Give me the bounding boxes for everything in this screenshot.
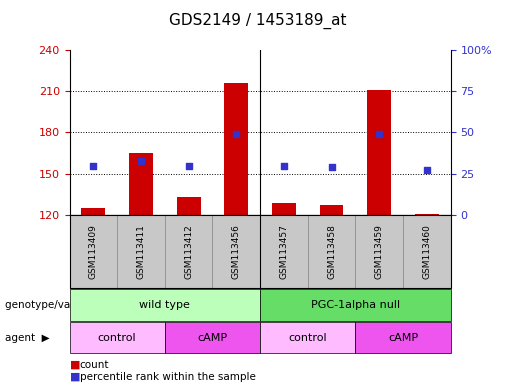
Bar bbox=[367, 90, 391, 215]
Text: ■: ■ bbox=[70, 360, 80, 370]
Text: control: control bbox=[288, 333, 327, 343]
Text: count: count bbox=[80, 360, 109, 370]
Bar bbox=[129, 153, 153, 215]
Text: GSM113411: GSM113411 bbox=[136, 224, 145, 279]
Text: control: control bbox=[98, 333, 136, 343]
Bar bbox=[225, 83, 248, 215]
Point bbox=[89, 162, 97, 169]
Bar bbox=[320, 205, 344, 215]
Text: PGC-1alpha null: PGC-1alpha null bbox=[311, 300, 400, 310]
Text: agent  ▶: agent ▶ bbox=[5, 333, 50, 343]
Point bbox=[375, 131, 383, 137]
Bar bbox=[272, 203, 296, 215]
Text: genotype/variation  ▶: genotype/variation ▶ bbox=[5, 300, 119, 310]
Text: GSM113460: GSM113460 bbox=[422, 224, 431, 279]
Text: GSM113412: GSM113412 bbox=[184, 224, 193, 279]
Text: cAMP: cAMP bbox=[388, 333, 418, 343]
Point bbox=[328, 164, 336, 170]
Text: GSM113459: GSM113459 bbox=[375, 224, 384, 279]
Point bbox=[137, 157, 145, 164]
Text: GSM113456: GSM113456 bbox=[232, 224, 241, 279]
Text: GSM113457: GSM113457 bbox=[280, 224, 288, 279]
Text: GSM113409: GSM113409 bbox=[89, 224, 98, 279]
Point bbox=[184, 162, 193, 169]
Text: GDS2149 / 1453189_at: GDS2149 / 1453189_at bbox=[169, 13, 346, 29]
Text: percentile rank within the sample: percentile rank within the sample bbox=[80, 372, 256, 382]
Point bbox=[280, 162, 288, 169]
Bar bbox=[81, 208, 105, 215]
Text: cAMP: cAMP bbox=[197, 333, 228, 343]
Bar bbox=[177, 197, 200, 215]
Text: GSM113458: GSM113458 bbox=[327, 224, 336, 279]
Bar bbox=[415, 214, 439, 215]
Point bbox=[232, 131, 241, 137]
Text: ■: ■ bbox=[70, 372, 80, 382]
Point bbox=[423, 167, 431, 174]
Text: wild type: wild type bbox=[140, 300, 190, 310]
